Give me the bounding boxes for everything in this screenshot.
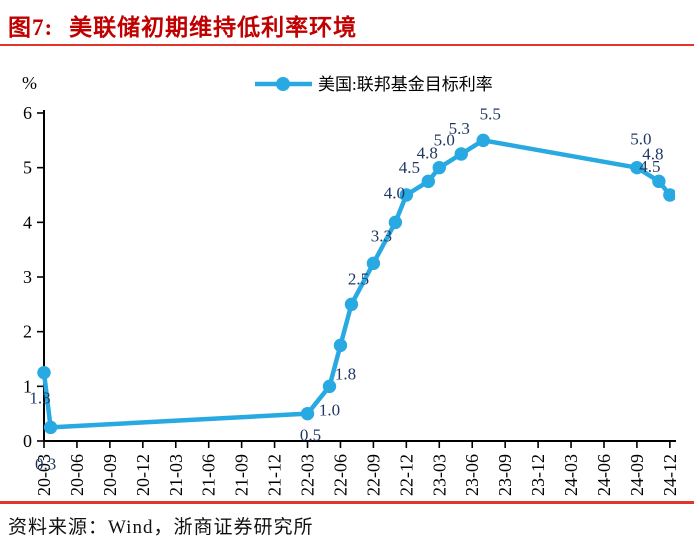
- data-point-marker: [322, 379, 337, 394]
- data-point-label: 1.8: [335, 364, 356, 383]
- x-tick-label: 20-03: [34, 454, 54, 496]
- data-point-marker: [476, 133, 490, 148]
- chart-bottom-rule: [0, 501, 694, 504]
- data-point-marker: [344, 297, 359, 312]
- data-point-label: 5.3: [449, 119, 470, 138]
- x-tick-label: 23-03: [429, 454, 449, 496]
- legend-marker-dot: [276, 77, 290, 91]
- x-tick-label: 20-09: [100, 454, 120, 496]
- x-tick-label: 24-06: [594, 454, 614, 496]
- x-tick-label: 23-09: [495, 454, 515, 496]
- figure-title-row: 图7: 美联储初期维持低利率环境: [8, 8, 357, 42]
- data-point-label: 5.5: [480, 104, 501, 123]
- data-point-marker: [663, 188, 675, 202]
- data-point-marker: [421, 174, 435, 189]
- x-tick-label: 22-06: [330, 454, 350, 496]
- chart-legend: 美国:联邦基金目标利率: [255, 75, 493, 94]
- data-point-label: 3.3: [371, 226, 392, 245]
- figure-title: 美联储初期维持低利率环境: [69, 15, 358, 40]
- data-point-marker: [630, 160, 644, 175]
- data-point-marker: [366, 256, 381, 271]
- y-tick-label: 6: [23, 103, 32, 123]
- data-point-marker: [43, 420, 58, 435]
- plot-area: 0 1 2 3 4 5 6% 20-03 20-06 20-09 20-12 21-03 21-06 21…: [22, 73, 680, 496]
- figure-number: 图7:: [8, 15, 54, 40]
- x-tick-label: 22-12: [396, 454, 416, 496]
- source-note: 资料来源：Wind，浙商证券研究所: [8, 517, 314, 538]
- data-point-marker: [37, 365, 51, 380]
- data-point-label: 1.3: [29, 389, 50, 408]
- x-tick-label: 24-03: [561, 454, 581, 496]
- x-tick-label: 24-09: [627, 454, 647, 496]
- data-point-marker: [432, 160, 446, 175]
- x-tick-label: 20-06: [67, 454, 87, 496]
- data-point-label: 4.8: [642, 144, 663, 163]
- y-axis-unit-label: %: [22, 73, 37, 93]
- y-tick-label: 0: [23, 431, 32, 451]
- y-tick-label: 5: [23, 158, 32, 178]
- y-tick-label: 3: [23, 267, 32, 287]
- x-tick-label: 23-12: [528, 454, 548, 496]
- x-tick-label: 21-12: [265, 454, 285, 496]
- data-point-marker: [388, 215, 403, 230]
- title-divider-rule: [0, 44, 694, 46]
- y-tick-label: 4: [23, 212, 32, 232]
- data-point-label: 4.0: [384, 183, 405, 202]
- data-point-label: 0.3: [35, 454, 56, 473]
- x-tick-label: 20-12: [133, 454, 153, 496]
- data-point-label: 2.5: [348, 269, 369, 288]
- data-point-label: 4.8: [417, 143, 438, 162]
- fed-funds-rate-line-chart: 0 1 2 3 4 5 6% 20-03 20-06 20-09 20-12 21-03 21-06 21…: [22, 73, 680, 496]
- legend-label: 美国:联邦基金目标利率: [318, 75, 493, 94]
- x-tick-label: 24-12: [660, 454, 680, 496]
- data-point-label: 5.0: [630, 130, 651, 149]
- data-point-label: 0.5: [300, 426, 321, 445]
- data-point-label: 5.0: [434, 131, 455, 150]
- data-point-marker: [399, 188, 414, 202]
- data-point-label: 4.5: [399, 158, 420, 177]
- series-group: [37, 133, 675, 435]
- data-point-marker: [300, 406, 315, 421]
- x-tick-label: 21-09: [232, 454, 252, 496]
- data-point-marker: [454, 147, 468, 161]
- data-point-label: 4.5: [639, 157, 660, 176]
- x-tick-label: 23-06: [462, 454, 482, 496]
- x-tick-label: 22-09: [363, 454, 383, 496]
- y-tick-label: 1: [23, 376, 32, 396]
- data-point-marker: [652, 174, 666, 189]
- data-point-label: 1.0: [319, 400, 340, 419]
- series-line: [41, 138, 673, 430]
- y-tick-label: 2: [23, 322, 32, 342]
- x-tick-label: 21-06: [199, 454, 219, 496]
- x-tick-label: 22-03: [298, 454, 318, 496]
- x-tick-label: 21-03: [166, 454, 186, 496]
- data-point-marker: [333, 338, 348, 353]
